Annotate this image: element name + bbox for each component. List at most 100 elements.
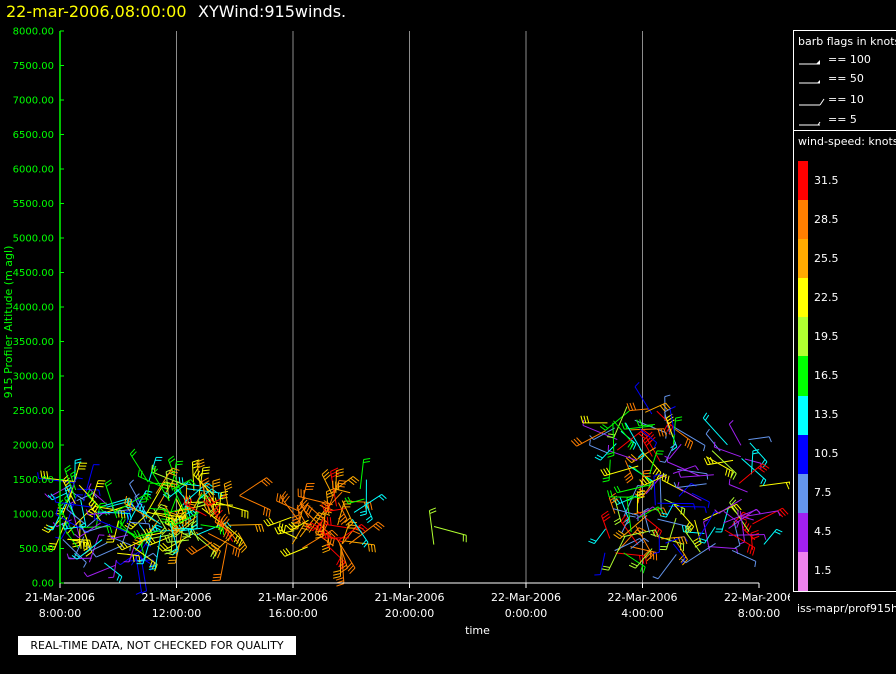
wind-barb xyxy=(54,496,92,508)
wind-barb xyxy=(645,402,671,413)
wind-barb xyxy=(703,518,711,551)
wind-barb xyxy=(698,526,716,544)
y-tick-label: 4500.00 xyxy=(13,268,54,279)
x-tick-time-label: 12:00:00 xyxy=(152,607,201,620)
y-tick-label: 3500.00 xyxy=(13,337,54,348)
wind-barb xyxy=(661,536,688,545)
wind-barb xyxy=(149,507,170,517)
wind-barb xyxy=(71,539,103,560)
wind-barb xyxy=(88,534,105,563)
wind-barb xyxy=(353,494,387,513)
wind-barb xyxy=(223,480,233,515)
wind-barb xyxy=(104,479,118,519)
wind-barb xyxy=(67,538,88,550)
speed-colorbar-segment xyxy=(798,473,808,513)
wind-barb xyxy=(602,459,611,483)
wind-barb xyxy=(684,525,701,553)
wind-barb xyxy=(335,468,344,494)
wind-barb xyxy=(351,518,369,548)
wind-barb xyxy=(200,524,225,535)
wind-barb xyxy=(167,527,184,564)
y-tick-label: 7000.00 xyxy=(13,96,54,107)
wind-barb xyxy=(673,482,707,489)
wind-barb xyxy=(335,548,345,587)
speed-colorbar-label: 28.5 xyxy=(814,212,839,226)
y-tick-label: 8000.00 xyxy=(13,27,54,38)
wind-barb xyxy=(639,428,658,449)
wind-barb xyxy=(359,458,371,490)
speed-colorbar-segment xyxy=(798,434,808,474)
wind-barb xyxy=(124,496,156,522)
plot-datetime: 22-mar-2006,08:00:00 xyxy=(6,2,187,21)
wind-barb xyxy=(169,523,179,556)
wind-barb xyxy=(123,544,136,563)
speed-legend-title: wind-speed: knots xyxy=(798,135,896,148)
wind-barb xyxy=(341,521,357,545)
wind-barb xyxy=(208,530,238,552)
y-tick-label: 0.00 xyxy=(32,579,54,590)
wind-barb xyxy=(607,444,638,462)
wind-barb xyxy=(612,508,639,521)
wind-barb xyxy=(657,502,696,510)
wind-barb xyxy=(723,511,740,528)
wind-barb xyxy=(589,427,615,441)
wind-barb xyxy=(220,513,239,544)
barb-legend-label: == 5 xyxy=(828,113,857,126)
wind-barb xyxy=(315,511,326,539)
wind-barb xyxy=(336,537,356,575)
wind-barb xyxy=(191,459,200,491)
wind-barb xyxy=(263,516,292,527)
wind-barb xyxy=(659,502,675,518)
y-tick-label: 6500.00 xyxy=(13,130,54,141)
wind-barb xyxy=(185,541,213,555)
wind-barb xyxy=(319,491,343,510)
wind-barb xyxy=(666,456,701,477)
quality-warning-label: REAL-TIME DATA, NOT CHECKED FOR QUALITY xyxy=(18,636,296,655)
wind-barb xyxy=(673,504,695,533)
wind-barb xyxy=(218,522,232,542)
x-tick-time-label: 0:00:00 xyxy=(505,607,547,620)
wind-barb xyxy=(759,481,790,490)
wind-barb xyxy=(305,517,326,532)
wind-barb xyxy=(37,472,75,484)
speed-colorbar-segment xyxy=(798,161,808,201)
wind-barb xyxy=(653,534,660,555)
wind-barb xyxy=(111,506,134,513)
data-source-label: iss-mapr/prof915h xyxy=(797,602,896,615)
grid-layer xyxy=(176,31,643,583)
wind-barb xyxy=(673,537,688,566)
wind-barb xyxy=(664,408,671,435)
x-axis-title: time xyxy=(465,624,490,637)
wind-barb xyxy=(638,506,664,519)
wind-barb xyxy=(639,474,666,486)
wind-barb xyxy=(239,495,271,518)
wind-barb xyxy=(661,472,686,493)
wind-barb xyxy=(91,480,106,501)
barb-legend-item-100: == 100 xyxy=(798,53,871,69)
wind-barb xyxy=(664,498,686,516)
speed-colorbar-label: 31.5 xyxy=(814,173,839,187)
speed-colorbar-label: 7.5 xyxy=(814,486,832,500)
wind-barb xyxy=(167,455,182,494)
wind-barb xyxy=(104,562,123,583)
wind-barb xyxy=(82,464,100,502)
speed-colorbar-segment xyxy=(798,200,808,240)
wind-barb xyxy=(630,428,667,437)
wind-barb xyxy=(621,515,636,533)
wind-barb xyxy=(297,488,333,506)
wind-barb xyxy=(193,468,214,496)
speed-colorbar-label: 22.5 xyxy=(814,290,839,304)
wind-barb xyxy=(139,503,161,525)
wind-barb xyxy=(61,522,84,530)
wind-barb xyxy=(741,458,767,487)
wind-barb xyxy=(634,381,653,415)
speed-colorbar-label: 19.5 xyxy=(814,329,839,343)
wind-barb xyxy=(677,481,702,501)
wind-barb xyxy=(738,463,770,484)
wind-barb xyxy=(628,548,653,569)
wind-barb xyxy=(623,529,659,538)
wind-barb xyxy=(325,480,347,514)
barb-legend-title: barb flags in knots xyxy=(798,35,896,48)
wind-barb xyxy=(337,502,348,525)
wind-barb xyxy=(617,429,650,451)
